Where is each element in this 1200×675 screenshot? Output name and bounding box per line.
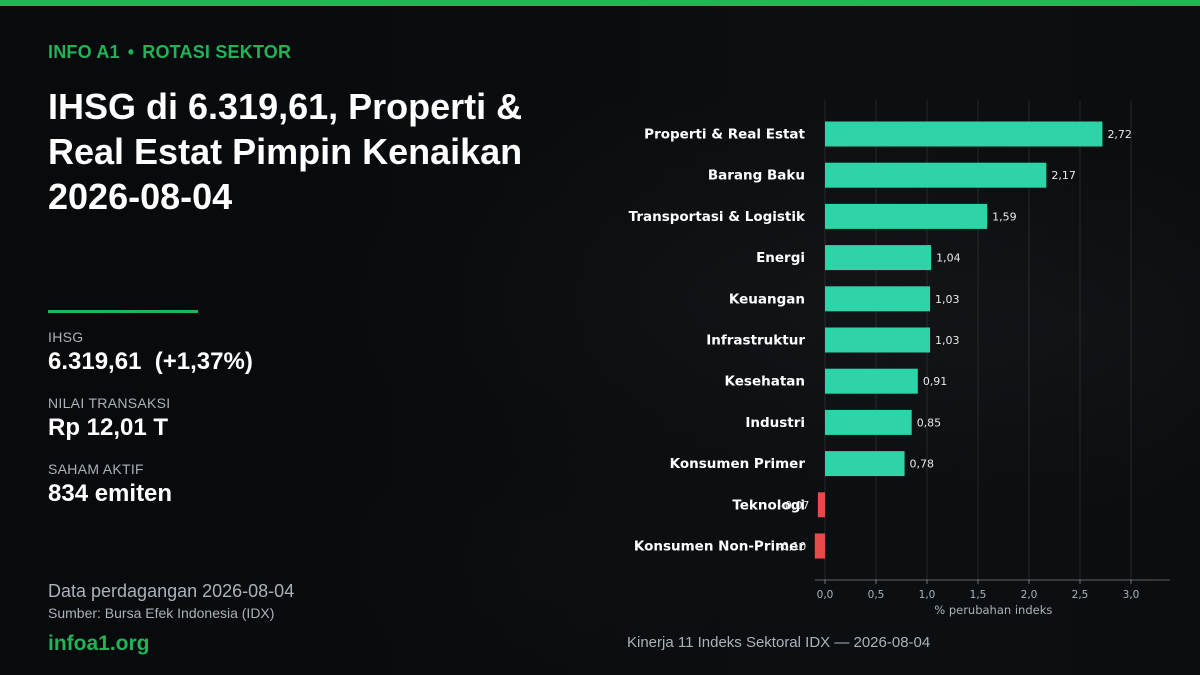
bar (825, 162, 1047, 188)
value-label: 1,03 (935, 334, 960, 347)
bar (825, 327, 931, 353)
divider-rule (48, 310, 198, 313)
category-label: Barang Baku (708, 168, 805, 184)
chart-caption: Kinerja 11 Indeks Sektoral IDX — 2026-08… (627, 634, 931, 651)
value-label: 1,04 (936, 252, 961, 265)
category-label: Konsumen Non-Primer (634, 539, 805, 555)
active-stocks-label: SAHAM AKTIF (48, 461, 144, 477)
sector-bar-chart: Properti & Real Estat 2,72 Barang Baku 2,17… (629, 100, 1170, 617)
category-label: Properti & Real Estat (644, 127, 805, 143)
category-label: Teknologi (732, 497, 805, 513)
ihsg-label: IHSG (48, 329, 84, 345)
bar (825, 409, 912, 435)
category-label: Konsumen Primer (670, 456, 806, 472)
data-source: Sumber: Bursa Efek Indonesia (IDX) (48, 605, 275, 621)
value-label: 2,17 (1051, 169, 1076, 182)
bar (825, 245, 932, 271)
bar (825, 368, 918, 394)
x-tick-label: 2,5 (1072, 589, 1089, 601)
value-label: 0,78 (910, 458, 935, 471)
bar (825, 286, 931, 312)
category-label: Infrastruktur (706, 333, 805, 349)
active-stocks-value: 834 emiten (48, 480, 173, 507)
bar (817, 492, 825, 518)
kicker-separator: • (127, 42, 135, 62)
category-label: Transportasi & Logistik (629, 209, 806, 225)
category-label: Keuangan (729, 291, 805, 307)
ihsg-value: 6.319,61 (+1,37%) (48, 348, 253, 375)
site-link[interactable]: infoa1.org (48, 632, 150, 655)
transaction-label: NILAI TRANSAKSI (48, 395, 171, 411)
value-label: -0,10 (778, 540, 806, 553)
value-label: 1,03 (935, 293, 960, 306)
category-label: Kesehatan (725, 374, 805, 390)
value-label: -0,07 (781, 499, 809, 512)
x-tick-label: 3,0 (1123, 589, 1140, 601)
top-accent-bar (0, 0, 1200, 6)
value-label: 1,59 (992, 210, 1017, 223)
x-tick-label: 0,0 (817, 589, 834, 601)
x-tick-label: 2,0 (1021, 589, 1038, 601)
value-label: 0,85 (917, 416, 942, 429)
x-tick-label: 1,5 (970, 589, 987, 601)
category-label: Energi (756, 250, 805, 266)
bar (825, 451, 905, 477)
x-axis-title: % perubahan indeks (934, 603, 1052, 617)
transaction-value: Rp 12,01 T (48, 414, 169, 441)
value-label: 2,72 (1107, 128, 1132, 141)
bar (825, 203, 988, 229)
bar (825, 121, 1103, 147)
category-label: Industri (745, 415, 805, 431)
x-tick-label: 0,5 (868, 589, 885, 601)
x-tick-label: 1,0 (919, 589, 936, 601)
bar (814, 533, 825, 559)
kicker-section: ROTASI SEKTOR (142, 42, 292, 62)
headline: IHSG di 6.319,61, Properti & Real Estat … (48, 86, 523, 217)
kicker: INFO A1 • ROTASI SEKTOR (48, 42, 291, 63)
value-label: 0,91 (923, 375, 948, 388)
trading-date: Data perdagangan 2026-08-04 (48, 581, 295, 601)
kicker-brand: INFO A1 (48, 42, 120, 62)
